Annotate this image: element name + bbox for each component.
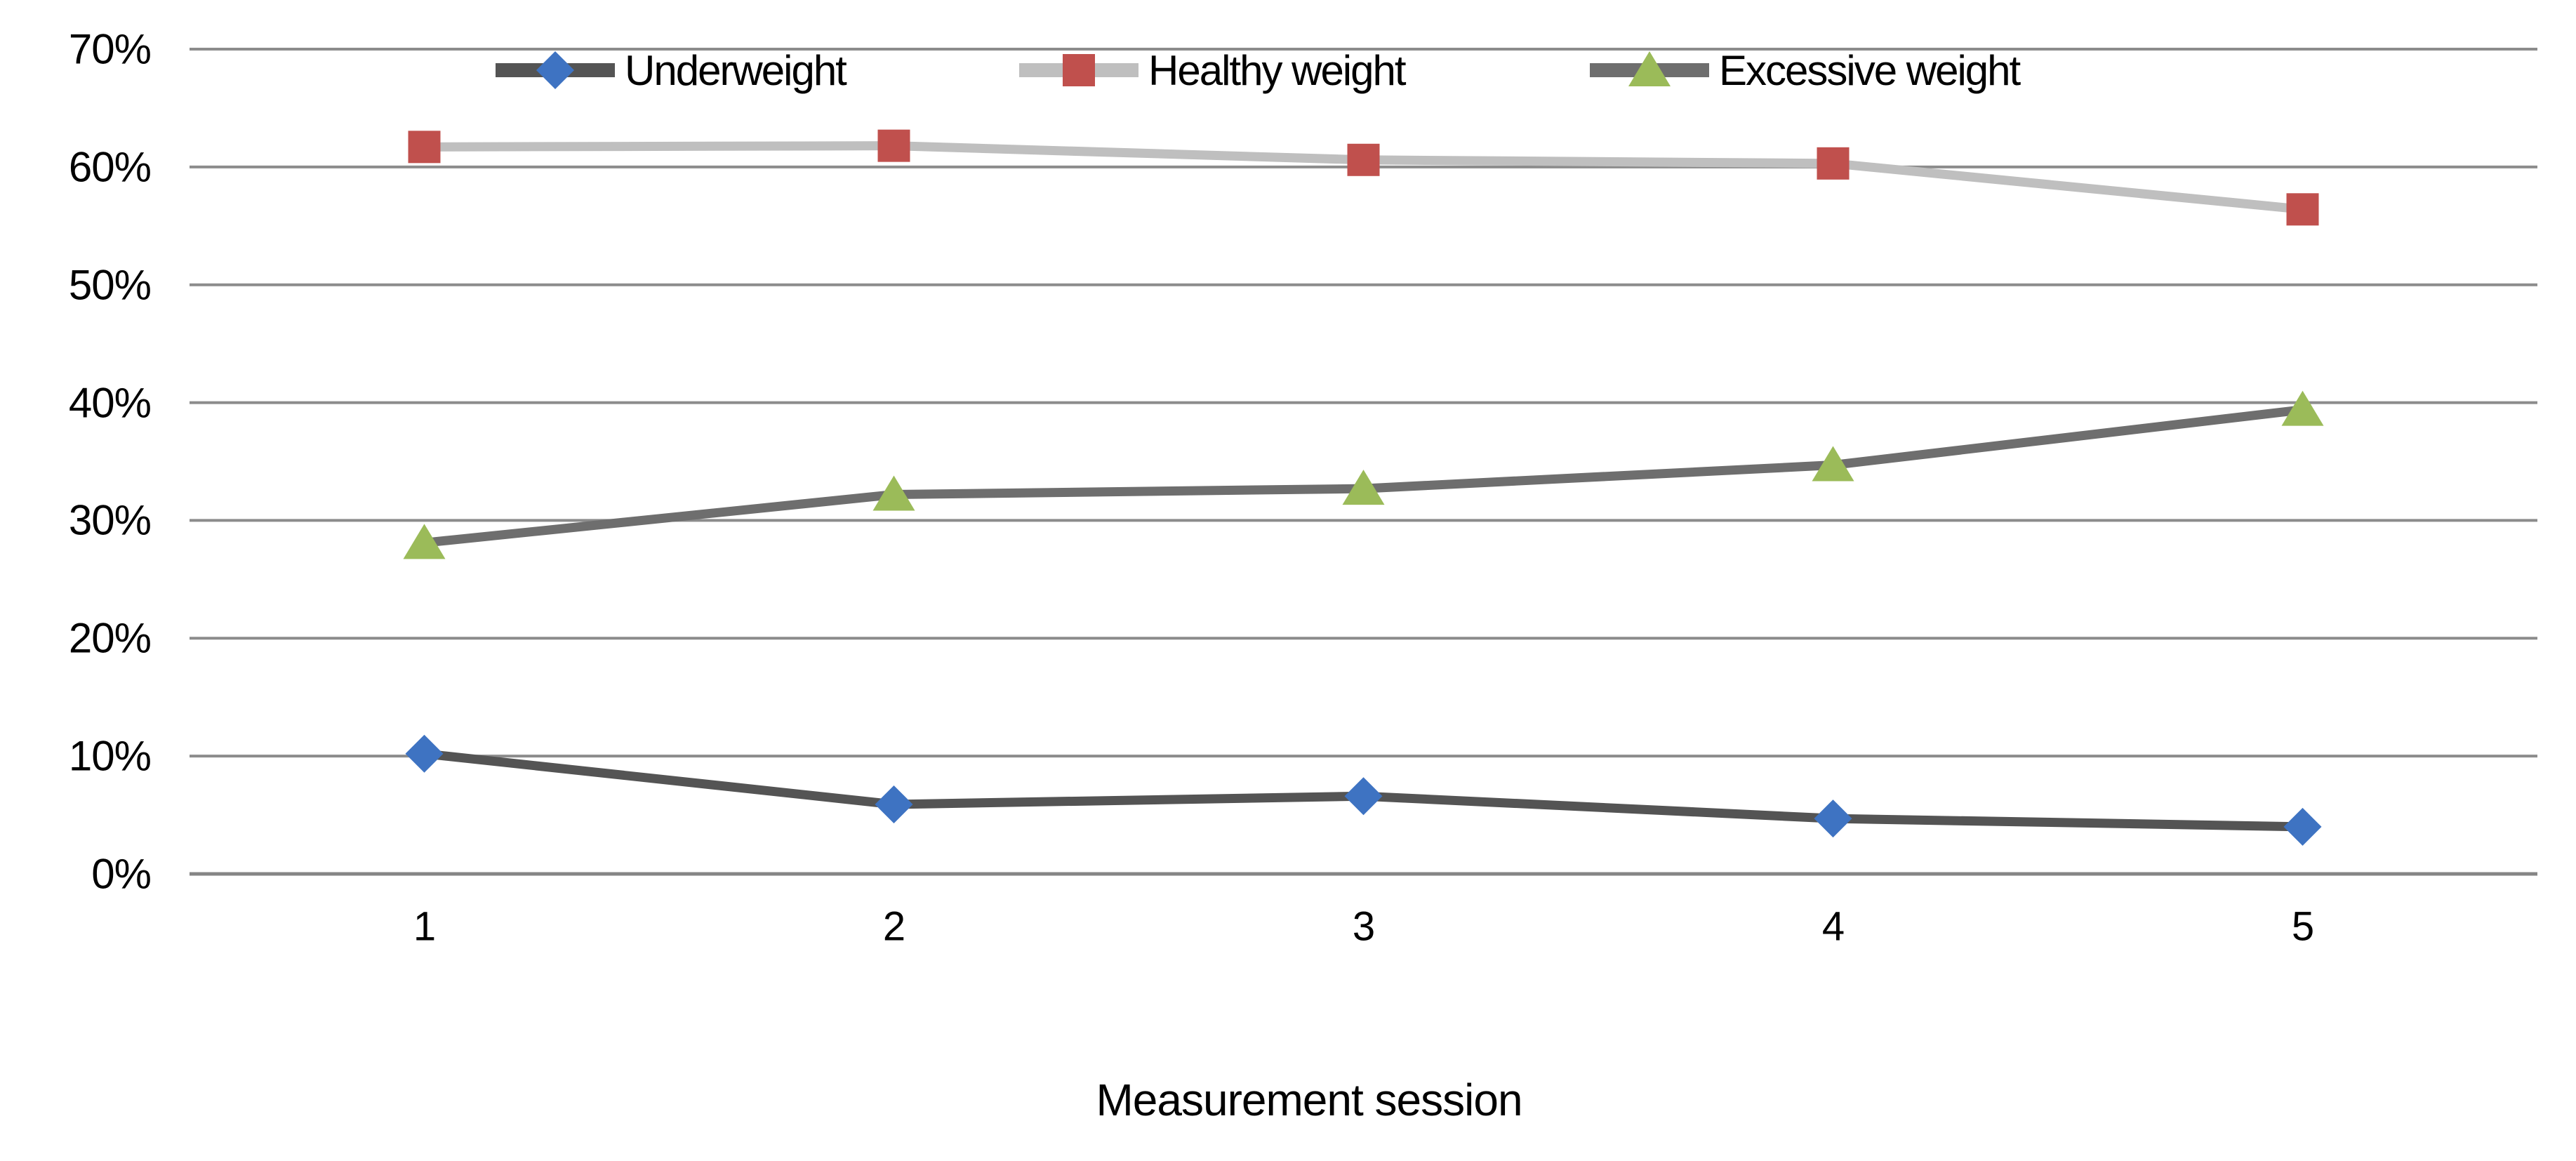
marker-excessive-weight-session-4 <box>1812 446 1854 482</box>
legend-item-excessive-weight: Excessive weight <box>1590 46 2021 95</box>
legend-marker-excessive-weight-icon <box>1628 51 1671 86</box>
marker-underweight-session-2 <box>875 785 913 823</box>
y-tick-label-0-: 0% <box>91 850 152 898</box>
x-tick-label-2: 2 <box>882 903 905 950</box>
y-tick-label-40-: 40% <box>68 379 152 427</box>
marker-underweight-session-1 <box>405 734 444 773</box>
x-tick-label-3: 3 <box>1352 903 1375 950</box>
marker-healthy-weight-session-2 <box>877 129 910 162</box>
marker-healthy-weight-session-3 <box>1347 143 1380 176</box>
y-tick-label-30-: 30% <box>68 496 152 544</box>
x-tick-label-4: 4 <box>1821 903 1845 950</box>
y-axis: 70% 60% 50% 40% 30% 20% 10% 0% <box>0 0 152 1161</box>
marker-healthy-weight-session-4 <box>1817 147 1850 180</box>
marker-underweight-session-5 <box>2283 807 2322 846</box>
legend-item-underweight: Underweight <box>496 46 847 95</box>
x-tick-label-1: 1 <box>413 903 436 950</box>
legend-marker-underweight-icon <box>536 51 574 89</box>
y-tick-label-20-: 20% <box>68 614 152 662</box>
legend-key-underweight <box>496 51 615 89</box>
x-axis-title: Measurement session <box>1096 1075 1522 1125</box>
legend-key-healthy-weight <box>1019 54 1138 86</box>
legend-label-excessive-weight: Excessive weight <box>1719 46 2021 94</box>
legend-key-excessive-weight <box>1590 51 1709 86</box>
legend-item-healthy-weight: Healthy weight <box>1019 46 1407 95</box>
marker-excessive-weight-session-3 <box>1342 470 1385 505</box>
marker-excessive-weight-session-2 <box>872 475 915 511</box>
marker-healthy-weight-session-5 <box>2286 193 2319 226</box>
y-tick-label-10-: 10% <box>68 732 152 780</box>
marker-healthy-weight-session-1 <box>408 131 441 164</box>
legend-marker-healthy-weight-icon <box>1063 54 1095 86</box>
x-tick-label-5: 5 <box>2291 903 2314 950</box>
y-tick-label-70-: 70% <box>68 25 152 73</box>
y-tick-label-50-: 50% <box>68 261 152 309</box>
legend-label-underweight: Underweight <box>625 46 847 94</box>
marker-underweight-session-3 <box>1344 777 1383 816</box>
marker-excessive-weight-session-5 <box>2281 390 2324 426</box>
marker-underweight-session-4 <box>1814 800 1852 838</box>
marker-excessive-weight-session-1 <box>403 524 446 559</box>
legend-label-healthy-weight: Healthy weight <box>1148 46 1407 94</box>
y-tick-label-60-: 60% <box>68 143 152 191</box>
